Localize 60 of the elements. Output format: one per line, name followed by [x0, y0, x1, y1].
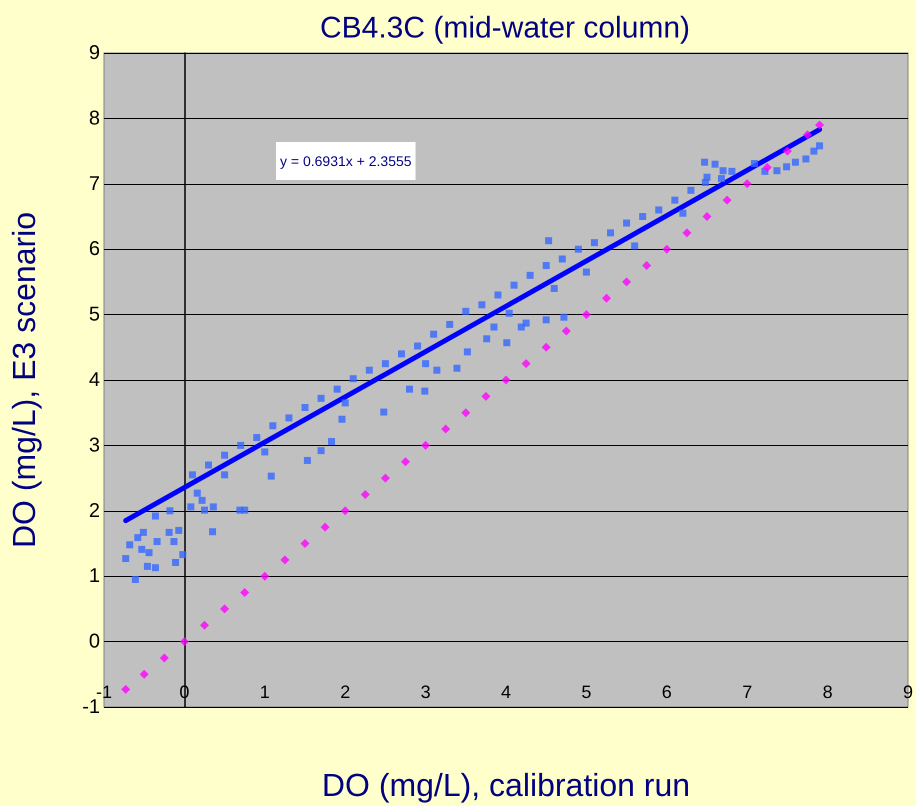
point — [802, 130, 812, 140]
y-tick-label: 2 — [88, 500, 100, 522]
chart-title: CB4.3C (mid-water column) — [320, 12, 690, 44]
point — [702, 212, 712, 221]
point — [180, 637, 189, 646]
point — [501, 376, 510, 384]
x-tick-label: 1 — [260, 682, 270, 702]
point — [522, 359, 531, 368]
point — [160, 653, 169, 662]
point — [220, 604, 230, 614]
point — [602, 294, 611, 303]
point — [340, 506, 350, 516]
point — [542, 342, 551, 352]
y-tick-label: 7 — [88, 172, 100, 195]
point — [401, 457, 410, 466]
point — [280, 555, 290, 564]
x-tick-label: 9 — [902, 682, 913, 702]
x-tick-label: 2 — [340, 682, 350, 702]
point — [662, 244, 672, 254]
y-tick-label: 9 — [88, 42, 100, 64]
x-tick-label: 7 — [742, 682, 752, 702]
y-tick-label: 0 — [88, 630, 100, 653]
x-tick-label: 6 — [662, 682, 672, 702]
point — [421, 440, 430, 450]
y-tick-label: -1 — [82, 696, 100, 718]
annotation: y = 0.6931x + 2.3555 — [280, 153, 412, 169]
y-axis-title: DO (mg/L), E3 scenario — [6, 212, 42, 548]
point — [582, 310, 591, 320]
point — [742, 179, 752, 188]
point — [441, 424, 450, 434]
point — [461, 408, 470, 418]
y-tick-label: 5 — [88, 304, 100, 326]
y-tick-label: 6 — [88, 238, 100, 260]
point — [240, 588, 250, 598]
y-tick-label: 8 — [88, 107, 100, 130]
point — [815, 120, 824, 130]
y-tick-label: 1 — [88, 565, 100, 588]
point — [300, 539, 310, 548]
point — [682, 228, 692, 238]
point — [782, 146, 792, 156]
point — [200, 620, 209, 630]
y-tick-label: 4 — [88, 369, 100, 391]
point — [380, 474, 390, 483]
point — [140, 670, 149, 679]
point — [562, 326, 571, 336]
point — [360, 490, 370, 499]
x-tick-label: 5 — [581, 682, 592, 702]
x-tick-label: 8 — [822, 682, 833, 702]
point — [260, 572, 270, 581]
x-axis-title: DO (mg/L), calibration run — [322, 767, 690, 803]
x-tick-label: 3 — [420, 682, 431, 702]
point — [320, 522, 330, 532]
point — [481, 392, 490, 401]
x-tick-label: 4 — [500, 682, 512, 702]
point — [722, 196, 732, 205]
point — [622, 277, 632, 286]
point — [762, 162, 772, 172]
point — [642, 261, 652, 270]
y-tick-label: 3 — [88, 434, 100, 456]
point — [121, 684, 130, 694]
